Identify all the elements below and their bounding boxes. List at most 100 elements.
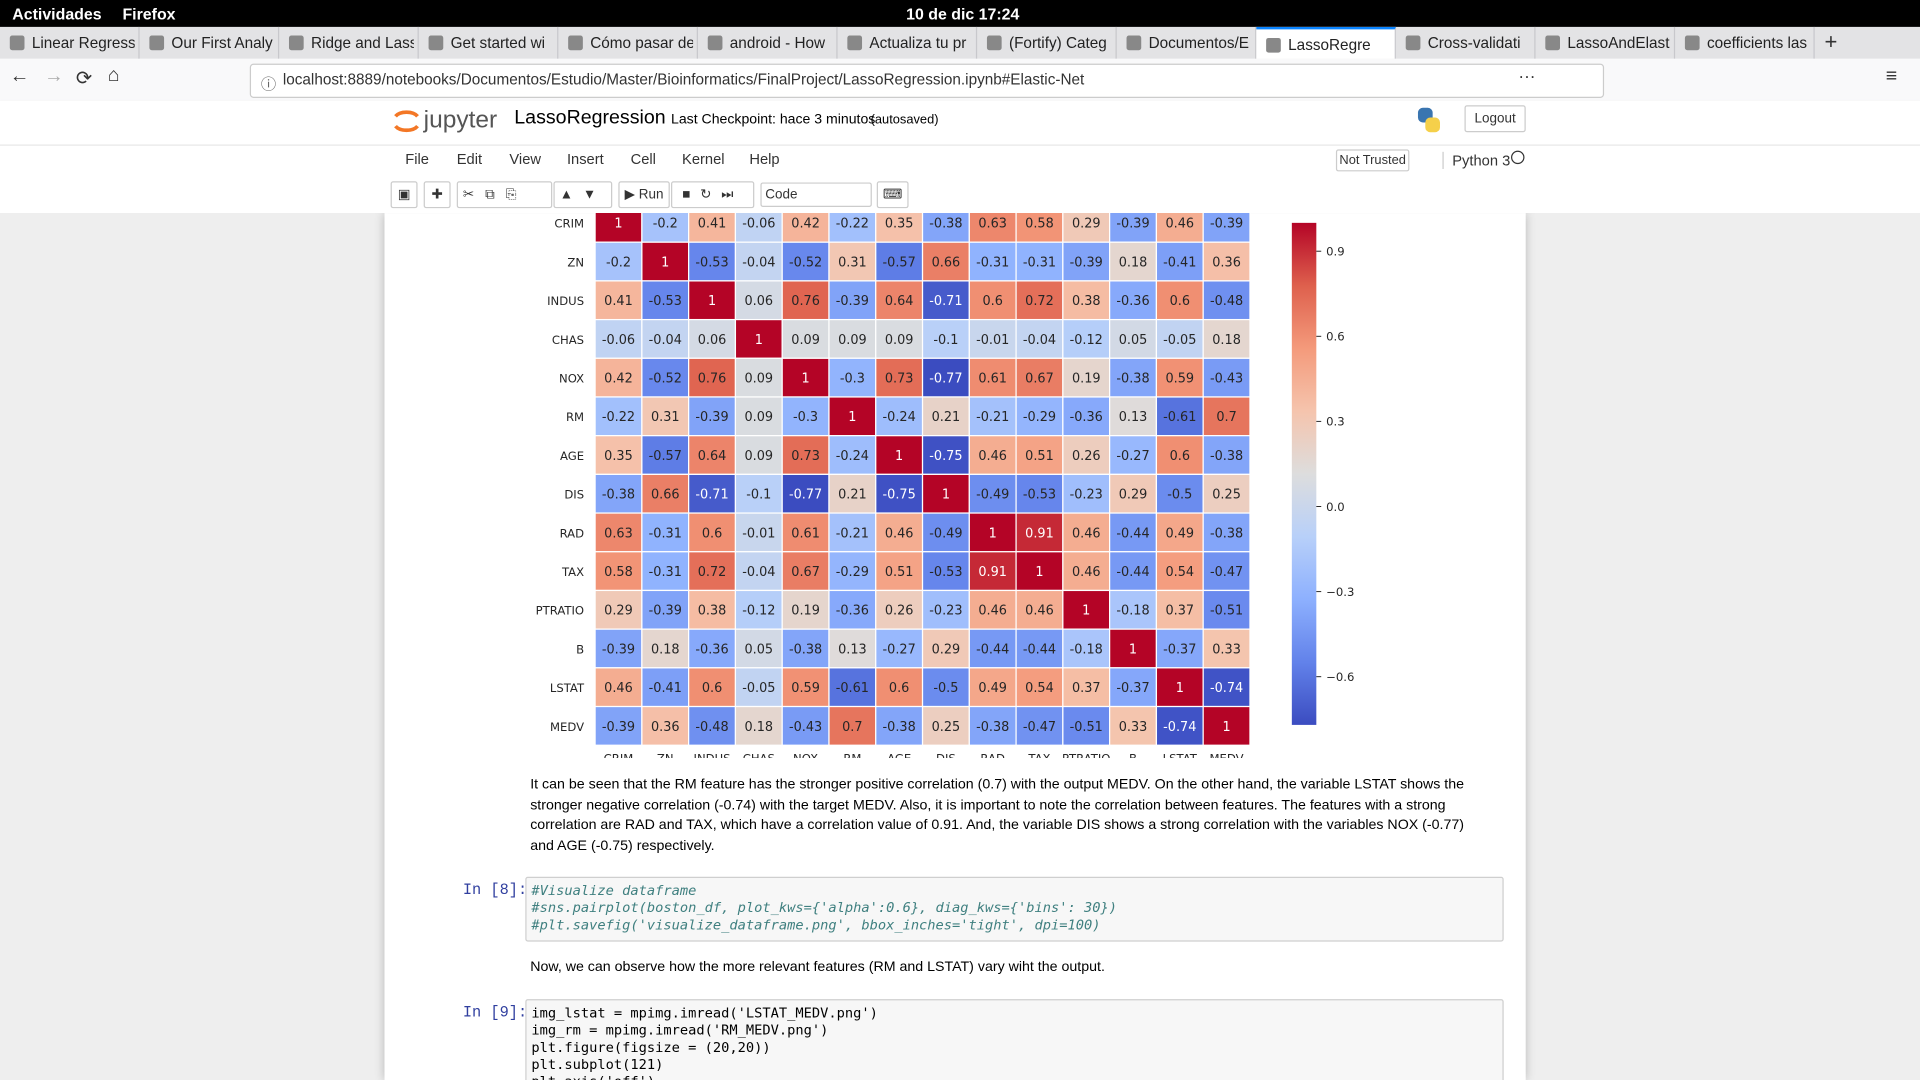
url-bar[interactable]: ⓘ localhost:8889/notebooks/Documentos/Es… <box>249 63 1605 98</box>
cell-label: 1 <box>802 372 810 387</box>
cell-label: -0.31 <box>649 565 682 580</box>
insert-button[interactable]: ✚ <box>423 181 451 209</box>
tab-title: Get started wi <box>450 34 546 52</box>
logout-button[interactable]: Logout <box>1464 105 1526 133</box>
reload-button[interactable]: ⟳ <box>75 68 93 90</box>
tab-title: (Fortify) Categ <box>1008 34 1107 52</box>
cell-prompt: In [9]: <box>462 1004 528 1022</box>
cell-label: -0.47 <box>1023 720 1056 735</box>
jupyter-logo[interactable]: jupyter <box>423 106 498 134</box>
cell-label: 1 <box>942 488 950 503</box>
cell-label: 0.06 <box>745 294 774 309</box>
cell-label: 0.59 <box>791 681 820 696</box>
forward-button[interactable]: → <box>44 66 64 87</box>
cell-label: -0.04 <box>649 333 682 348</box>
page-actions[interactable]: ··· <box>1518 66 1536 86</box>
tab-bar: + Linear Regress Our First Analy Ridge and… <box>0 26 1920 59</box>
trusted-indicator[interactable]: Not Trusted <box>1335 149 1410 172</box>
heatmap-cell <box>875 589 924 630</box>
menu-button[interactable]: ≡ <box>1885 66 1898 87</box>
cell-label: 0.37 <box>1165 604 1194 619</box>
cell-label: 0.31 <box>838 255 867 270</box>
heatmap-cell <box>921 551 970 592</box>
new-tab[interactable]: + <box>1824 29 1838 54</box>
cell-label: 0.37 <box>1072 681 1101 696</box>
heatmap-cell <box>688 435 737 475</box>
heatmap-cell <box>921 318 970 359</box>
browser-tab[interactable]: Ridge and Lass <box>279 26 419 59</box>
browser-tab[interactable]: Get started wi <box>419 26 559 59</box>
heatmap-cell <box>828 213 877 243</box>
tab-icon <box>149 35 165 51</box>
cell-label: -0.77 <box>789 488 822 503</box>
code-cell[interactable]: img_lstat = mpimg.imread('LSTAT_MEDV.png… <box>525 999 1504 1080</box>
heatmap-cell <box>921 589 970 630</box>
heatmap-cell <box>734 705 783 746</box>
app-menu[interactable]: Firefox <box>122 4 176 24</box>
browser-tab[interactable]: Linear Regress <box>0 26 140 59</box>
cell-label: 0.66 <box>651 488 680 503</box>
heatmap-cell <box>968 280 1017 321</box>
activities[interactable]: Actividades <box>12 4 102 24</box>
tab-icon <box>568 35 583 51</box>
cell-label: -0.12 <box>1070 333 1103 348</box>
heatmap-cell <box>1202 213 1251 243</box>
menu-item[interactable]: Kernel <box>682 150 725 168</box>
heatmap-cell <box>688 280 737 321</box>
cell-label: -0.04 <box>742 565 775 580</box>
heatmap-cell <box>921 357 970 398</box>
browser-tab[interactable]: Cómo pasar de <box>558 26 698 59</box>
browser-tab[interactable]: android - How <box>698 26 838 59</box>
heatmap-cell <box>781 318 830 359</box>
heatmap-cell <box>1202 318 1251 359</box>
info-icon[interactable]: ⓘ <box>260 75 277 94</box>
heatmap-cell <box>734 435 783 475</box>
notebook-name[interactable]: LassoRegression <box>514 107 666 129</box>
keyboard-button[interactable]: ⌨ <box>876 181 909 209</box>
run-button[interactable]: ▶ Run <box>618 181 670 209</box>
cell-label: -0.31 <box>1023 255 1056 270</box>
code-lines: img_lstat = mpimg.imread('LSTAT_MEDV.png… <box>531 1005 877 1080</box>
browser-tab[interactable]: Cross-validati <box>1396 26 1536 59</box>
save-button[interactable]: ▣ <box>390 181 418 209</box>
cell-type-select[interactable]: Code <box>760 182 872 207</box>
browser-tab[interactable]: (Fortify) Categ <box>977 26 1117 59</box>
heatmap-cell <box>875 473 924 514</box>
move-buttons[interactable]: ▲▼ <box>553 181 613 209</box>
browser-tab[interactable]: coefficients las <box>1675 26 1815 59</box>
browser-tab[interactable]: LassoRegre <box>1256 26 1396 59</box>
menu-bar: File Edit View Insert Cell Kernel Help <box>0 151 1920 175</box>
cell-label: 0.36 <box>651 720 680 735</box>
colorbar-tick-label: 0.0 <box>1326 500 1345 514</box>
home-button[interactable]: ⌂ <box>107 64 120 86</box>
cell-prompt: In [8]: <box>462 881 528 899</box>
cell-label: -0.18 <box>1116 604 1149 619</box>
kernel-indicator <box>1511 150 1525 165</box>
menu-item[interactable]: Edit <box>456 150 483 168</box>
browser-tab[interactable]: Our First Analy <box>140 26 280 59</box>
cell-label: -0.53 <box>695 255 728 270</box>
browser-tab[interactable]: Actualiza tu pr <box>838 26 978 59</box>
edit-buttons[interactable]: ✂⧉⎘ <box>456 181 553 209</box>
markdown-cell: It can be seen that the RM feature has t… <box>530 776 1465 853</box>
menu-item[interactable]: File <box>405 150 429 168</box>
cell-label: -0.01 <box>976 333 1009 348</box>
heatmap: 1 -0.2 0.41 -0.06 0.42 -0.22 0.35 -0.38 0.63 0.58… <box>536 213 1354 758</box>
heatmap-cell <box>688 396 737 437</box>
heatmap-cell <box>828 628 877 669</box>
cell-label: 0.72 <box>1025 294 1054 309</box>
cell-label: -0.51 <box>1070 720 1103 735</box>
menu-item[interactable]: Help <box>749 150 780 168</box>
back-button[interactable]: ← <box>9 66 30 87</box>
cell-label: -0.24 <box>883 410 916 425</box>
code-cell[interactable]: #Visualize dataframe #sns.pairplot(boston… <box>525 876 1504 942</box>
x-tick-label: ZN <box>657 751 674 758</box>
kernel-buttons[interactable]: ■↻⏭ <box>671 181 755 209</box>
menu-item[interactable]: Insert <box>566 150 604 168</box>
heatmap-cell <box>875 318 924 359</box>
clock[interactable]: 10 de dic 17:24 <box>906 4 1020 24</box>
menu-item[interactable]: View <box>509 150 541 168</box>
browser-tab[interactable]: Documentos/E <box>1117 26 1257 59</box>
menu-item[interactable]: Cell <box>630 150 656 168</box>
browser-tab[interactable]: LassoAndElast <box>1536 26 1676 59</box>
